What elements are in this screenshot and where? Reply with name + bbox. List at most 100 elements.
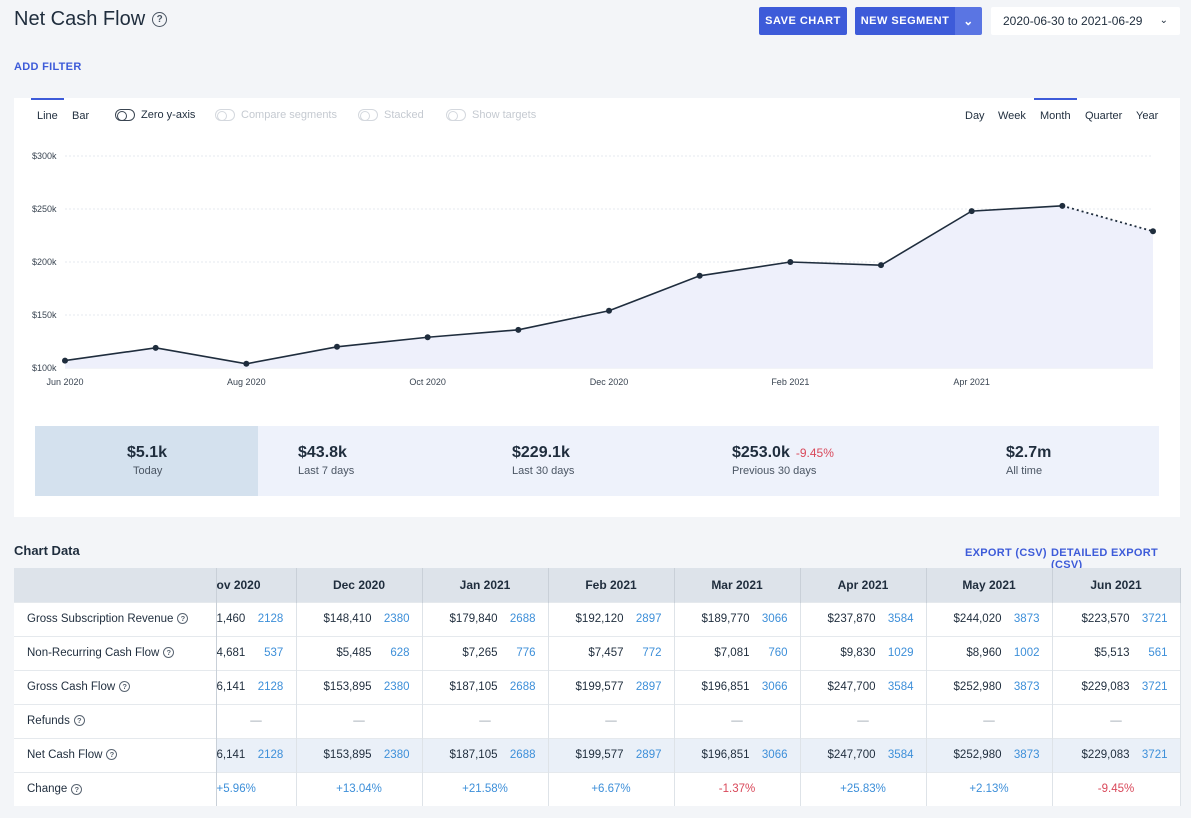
stat-all-time[interactable]: $2.7m All time — [966, 426, 1159, 496]
stat-last-7-days[interactable]: $43.8k Last 7 days — [258, 426, 472, 496]
period-week[interactable]: Week — [998, 110, 1026, 122]
table-cell: $199,577 2897 — [548, 669, 675, 704]
cell-value: $148,410 — [323, 613, 372, 625]
chevron-down-icon: ⌄ — [1159, 15, 1168, 26]
data-point — [968, 208, 975, 215]
cell-count-link[interactable]: 2128 — [257, 681, 284, 693]
question-circle-icon[interactable]: ? — [106, 749, 118, 761]
cell-count-link[interactable]: 3721 — [1141, 681, 1168, 693]
cell-count-link[interactable]: 3721 — [1141, 613, 1168, 625]
net-cash-flow-line-chart[interactable]: $100k $150k $200k $250k $300k Jun 2020 Aug 202… — [14, 140, 1180, 400]
export-csv-button[interactable]: EXPORT (CSV) — [965, 547, 1047, 559]
cell-count-link[interactable]: 2688 — [509, 613, 536, 625]
period-quarter[interactable]: Quarter — [1085, 110, 1123, 122]
toggle-switch-icon — [446, 109, 466, 121]
cell-count-link[interactable]: 2688 — [509, 681, 536, 693]
cell-value: 4,681 — [216, 647, 246, 659]
data-point — [515, 326, 522, 333]
column-header[interactable]: Jan 2021 — [422, 568, 549, 602]
cell-count-link[interactable]: 3873 — [1013, 681, 1040, 693]
period-month[interactable]: Month — [1034, 98, 1077, 122]
cell-count-link[interactable]: 3584 — [887, 681, 914, 693]
new-segment-button[interactable]: NEW SEGMENT — [855, 7, 955, 35]
cell-count-link[interactable]: 2128 — [257, 613, 284, 625]
cell-count-link[interactable]: 776 — [516, 647, 536, 659]
empty-cell: — — [422, 703, 549, 738]
table-header-row: ov 2020 Dec 2020 Jan 2021 Feb 2021 Mar 2021 A… — [14, 568, 1181, 602]
x-tick-label: Jun 2020 — [46, 377, 83, 387]
cell-value: $5,513 — [1094, 647, 1130, 659]
stat-value: $43.8k — [298, 444, 347, 461]
y-tick-label: $150k — [32, 310, 57, 320]
cell-count-link[interactable]: 3066 — [761, 681, 788, 693]
cell-count-link[interactable]: 3584 — [887, 613, 914, 625]
zero-y-axis-toggle[interactable]: Zero y-axis — [115, 109, 195, 121]
cell-count-link[interactable]: 772 — [642, 647, 662, 659]
question-circle-icon[interactable]: ? — [177, 613, 189, 625]
period-year[interactable]: Year — [1136, 110, 1159, 122]
cell-count-link[interactable]: 2380 — [383, 681, 410, 693]
cell-count-link[interactable]: 3721 — [1141, 749, 1168, 761]
question-circle-icon[interactable]: ? — [119, 681, 131, 693]
add-filter-button[interactable]: ADD FILTER — [14, 61, 82, 73]
save-chart-button[interactable]: SAVE CHART — [759, 7, 847, 35]
table-cell: $153,895 2380 — [296, 737, 423, 772]
cell-count-link[interactable]: 1029 — [887, 647, 914, 659]
cell-count-link[interactable]: 2897 — [635, 613, 662, 625]
page-title-text: Net Cash Flow — [14, 8, 146, 30]
cell-count-link[interactable]: 2897 — [635, 681, 662, 693]
date-range-value: 2020-06-30 to 2021-06-29 — [1003, 14, 1143, 28]
question-circle-icon[interactable]: ? — [163, 647, 175, 659]
row-label: Change? — [14, 771, 217, 806]
table-cell: $196,851 3066 — [674, 669, 801, 704]
column-header[interactable]: ov 2020 — [216, 568, 297, 602]
column-header[interactable]: Jun 2021 — [1052, 568, 1181, 602]
column-header[interactable]: May 2021 — [926, 568, 1053, 602]
tab-bar[interactable]: Bar — [72, 110, 90, 122]
column-header[interactable]: Mar 2021 — [674, 568, 801, 602]
column-header[interactable]: Apr 2021 — [800, 568, 927, 602]
stat-today[interactable]: $5.1k Today — [35, 426, 258, 496]
cell-count-link[interactable]: 2688 — [509, 749, 536, 761]
cell-count-link[interactable]: 3873 — [1013, 613, 1040, 625]
question-circle-icon[interactable]: ? — [71, 783, 83, 795]
empty-cell: — — [674, 703, 801, 738]
toggle-switch-icon — [215, 109, 235, 121]
question-circle-icon[interactable]: ? — [152, 12, 168, 27]
cell-count-link[interactable]: 628 — [390, 647, 410, 659]
cell-count-link[interactable]: 2128 — [257, 749, 284, 761]
row-label: Net Cash Flow? — [14, 737, 217, 772]
column-header[interactable]: Feb 2021 — [548, 568, 675, 602]
stat-label: Last 7 days — [298, 465, 355, 477]
date-range-picker[interactable]: 2020-06-30 to 2021-06-29 ⌄ — [991, 7, 1180, 35]
cell-count-link[interactable]: 537 — [264, 647, 284, 659]
stat-last-30-days[interactable]: $229.1k Last 30 days — [472, 426, 692, 496]
cell-count-link[interactable]: 3066 — [761, 613, 788, 625]
question-circle-icon[interactable]: ? — [73, 715, 85, 727]
cell-count-link[interactable]: 3873 — [1013, 749, 1040, 761]
column-header[interactable]: Dec 2020 — [296, 568, 423, 602]
cell-count-link[interactable]: 561 — [1148, 647, 1168, 659]
cell-count-link[interactable]: 3584 — [887, 749, 914, 761]
cell-value: $196,851 — [701, 749, 750, 761]
cell-value: $244,020 — [953, 613, 1002, 625]
cell-count-link[interactable]: 1002 — [1013, 647, 1040, 659]
change-cell: -9.45% — [1052, 771, 1181, 806]
stat-previous-30-days[interactable]: $253.0k -9.45% Previous 30 days — [692, 426, 966, 496]
tab-line[interactable]: Line — [31, 98, 64, 122]
cell-value: $8,960 — [966, 647, 1002, 659]
cell-count-link[interactable]: 2380 — [383, 613, 410, 625]
cell-value: $196,851 — [701, 681, 750, 693]
cell-count-link[interactable]: 2897 — [635, 749, 662, 761]
chart-controls: Line Bar Zero y-axis Compare segments St… — [14, 98, 1180, 134]
new-segment-dropdown-chevron-icon[interactable]: ⌄ — [955, 7, 982, 35]
cell-count-link[interactable]: 760 — [768, 647, 788, 659]
cell-count-link[interactable]: 3066 — [761, 749, 788, 761]
row-label-text: Refunds — [27, 715, 70, 727]
empty-cell: — — [926, 703, 1053, 738]
cell-count-link[interactable]: 2380 — [383, 749, 410, 761]
table-cell: $247,700 3584 — [800, 669, 927, 704]
data-point — [787, 259, 794, 265]
period-day[interactable]: Day — [965, 110, 985, 122]
table-cell: $7,457 772 — [548, 635, 675, 670]
